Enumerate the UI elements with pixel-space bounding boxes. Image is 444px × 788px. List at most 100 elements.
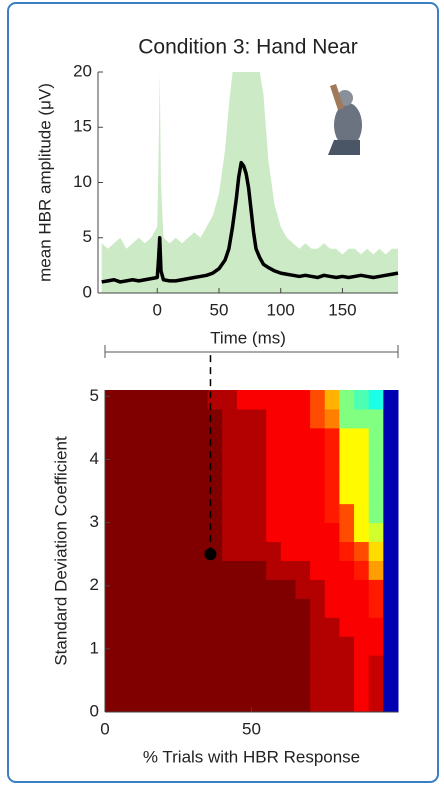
heat-cell [383, 636, 399, 656]
heat-cell [295, 427, 311, 448]
heat-cell [134, 408, 150, 429]
heat-cell [134, 465, 150, 486]
heat-cell [134, 390, 150, 410]
heat-cell [266, 693, 282, 713]
heat-cell [163, 522, 179, 543]
heat-cell [324, 617, 340, 637]
heat-cell [295, 636, 311, 656]
heat-cell [178, 522, 194, 543]
heat-cell [134, 427, 150, 448]
heat-cell [105, 598, 121, 618]
heat-cell [105, 446, 121, 467]
heat-cell [178, 674, 194, 694]
heat-cell [163, 503, 179, 524]
heat-cell [178, 465, 194, 486]
heat-cell [339, 674, 355, 694]
heat-cell [207, 446, 223, 467]
heat-cell [192, 617, 209, 637]
heat-cell [324, 579, 340, 599]
heat-cell [354, 427, 370, 448]
heat-cell [280, 541, 296, 561]
heat-cell [192, 655, 209, 675]
heat-cell [119, 693, 135, 713]
heat-cell [163, 446, 179, 467]
heat-cell [354, 579, 370, 599]
heat-cell [251, 674, 267, 694]
heat-cell [236, 693, 252, 713]
heat-cell [280, 408, 296, 429]
heat-cell [295, 503, 311, 524]
heat-cell [119, 579, 135, 599]
heat-cell [134, 522, 150, 543]
heat-cell [280, 636, 296, 656]
heat-cell [310, 522, 326, 543]
heat-cell [266, 446, 282, 467]
heat-cell [310, 560, 326, 580]
heat-cell [207, 655, 223, 675]
heat-cell [207, 674, 223, 694]
heat-cell [310, 655, 326, 675]
heat-cell [207, 427, 223, 448]
y-tick-label: 1 [90, 638, 99, 657]
heat-cell [207, 598, 223, 618]
heat-cell [148, 617, 165, 637]
heat-cell [280, 674, 296, 694]
heat-cell [119, 522, 135, 543]
heat-cell [163, 693, 179, 713]
heat-cell [339, 541, 355, 561]
heat-cell [207, 693, 223, 713]
heat-cell [163, 560, 179, 580]
heat-cell [310, 541, 326, 561]
heat-cell [354, 693, 370, 713]
heat-cell [280, 446, 296, 467]
heat-cell [251, 503, 267, 524]
frame [7, 2, 439, 783]
heat-cell [383, 541, 399, 561]
y-tick-label: 10 [73, 172, 92, 191]
heat-cell [339, 522, 355, 543]
heat-cell [266, 636, 282, 656]
heat-cell [368, 560, 384, 580]
heat-cell [222, 465, 238, 486]
heat-cell [148, 408, 165, 429]
heat-cell [163, 484, 179, 505]
heat-cell [148, 465, 165, 486]
heat-cell [280, 655, 296, 675]
heat-cell [324, 503, 340, 524]
heat-cell [163, 465, 179, 486]
heat-cell [339, 693, 355, 713]
heat-cell [222, 636, 238, 656]
heat-cell [105, 674, 121, 694]
heat-cell [134, 693, 150, 713]
heat-cell [178, 693, 194, 713]
heat-cell [339, 390, 355, 410]
heat-cell [236, 617, 252, 637]
heat-cell [324, 446, 340, 467]
heat-cell [339, 579, 355, 599]
heat-cell [280, 427, 296, 448]
heat-cell [236, 636, 252, 656]
heat-cell [339, 408, 355, 429]
heat-cell [324, 693, 340, 713]
heat-cell [207, 465, 223, 486]
heat-cell [324, 427, 340, 448]
heat-cell [324, 598, 340, 618]
heat-cell [192, 522, 209, 543]
heat-cell [236, 522, 252, 543]
heat-cell [383, 560, 399, 580]
heat-cell [310, 427, 326, 448]
heat-cell [105, 579, 121, 599]
heat-cell [222, 598, 238, 618]
heat-cell [280, 484, 296, 505]
heat-cell [354, 655, 370, 675]
heat-cell [324, 408, 340, 429]
heat-cell [295, 465, 311, 486]
heat-cell [310, 693, 326, 713]
heat-cell [295, 655, 311, 675]
heat-cell [354, 484, 370, 505]
heat-cell [354, 503, 370, 524]
heat-cell [383, 390, 399, 410]
heat-cell [178, 655, 194, 675]
heat-cell [383, 579, 399, 599]
